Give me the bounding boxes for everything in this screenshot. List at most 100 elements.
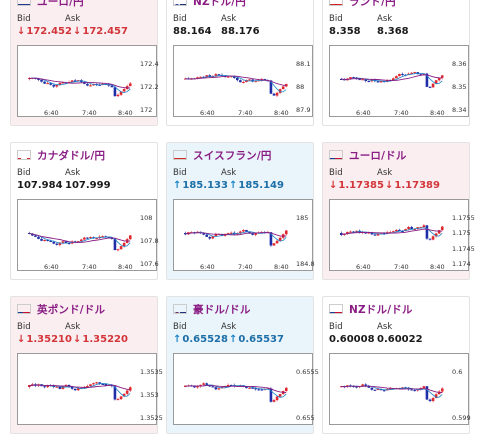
pair-title[interactable]: 豪ドル/ドル	[193, 302, 251, 317]
ask-value: 107.999	[65, 180, 111, 191]
pair-title[interactable]: NZドル/ドル	[349, 302, 413, 317]
rate-chart[interactable]: 8.36 8.35 8.34 6:40 7:40 8:40	[329, 45, 469, 117]
us-flag-icon	[329, 150, 343, 160]
ask-label: Ask	[377, 168, 392, 178]
candlestick-plot	[334, 362, 448, 412]
pair-title[interactable]: ユーロ/円	[37, 0, 84, 9]
bid-value: 107.984	[17, 180, 63, 191]
pair-title[interactable]: 英ポンド/ドル	[37, 302, 105, 317]
y-tick-label: 88.1	[296, 60, 310, 68]
card-header: 豪ドル/ドル	[173, 302, 251, 316]
pair-title[interactable]: NZドル/円	[193, 0, 246, 9]
rate-card[interactable]: 英ポンド/ドル Bid Ask ↓1.35210 ↓1.35220 1.3535…	[10, 296, 158, 434]
x-tick-label: 7:40	[82, 109, 97, 117]
pair-title[interactable]: ランド/円	[349, 0, 396, 9]
arrow-down-icon: ↓	[17, 26, 25, 37]
x-tick-label: 7:40	[82, 263, 97, 271]
candlestick-plot	[178, 54, 292, 104]
x-tick-label: 6:40	[356, 263, 371, 271]
ask-value: ↓1.35220	[73, 334, 128, 345]
bid-label: Bid	[173, 14, 187, 24]
eu-flag-icon	[17, 0, 31, 6]
za-flag-icon	[329, 0, 343, 6]
card-header: ユーロ/ドル	[329, 148, 407, 162]
x-tick-label: 6:40	[200, 263, 215, 271]
card-header: NZドル/ドル	[329, 302, 413, 316]
x-tick-label: 8:40	[274, 109, 289, 117]
ask-label: Ask	[377, 322, 392, 332]
ask-value: 88.176	[221, 26, 260, 37]
y-tick-label: 1.174	[452, 260, 471, 268]
us-flag-icon	[329, 304, 343, 314]
ask-value: ↑0.65537	[229, 334, 284, 345]
x-tick-label: 6:40	[356, 109, 371, 117]
card-header: ユーロ/円	[17, 0, 84, 8]
arrow-up-icon: ↑	[173, 334, 181, 345]
bid-value: ↓1.17385	[329, 180, 384, 191]
bid-label: Bid	[173, 322, 187, 332]
ask-value: ↓1.17389	[385, 180, 440, 191]
x-tick-label: 6:40	[200, 109, 215, 117]
rate-card[interactable]: NZドル/円 Bid Ask 88.164 88.176 88.1 88 87.9 6…	[166, 0, 314, 126]
card-header: スイスフラン/円	[173, 148, 272, 162]
card-header: 英ポンド/ドル	[17, 302, 105, 316]
y-tick-label: 1.175	[452, 229, 471, 237]
ask-value: 0.60022	[377, 334, 423, 345]
pair-title[interactable]: スイスフラン/円	[193, 148, 272, 163]
y-tick-label: 1.353	[140, 391, 159, 399]
ask-label: Ask	[221, 322, 236, 332]
y-tick-label: 172.2	[140, 83, 159, 91]
y-tick-label: 88	[296, 83, 304, 91]
bid-value: 0.60008	[329, 334, 375, 345]
pair-title[interactable]: ユーロ/ドル	[349, 148, 407, 163]
candlestick-plot	[22, 362, 136, 412]
y-tick-label: 0.655	[296, 414, 315, 422]
au-flag-icon	[173, 304, 187, 314]
x-tick-label: 8:40	[430, 109, 445, 117]
y-tick-label: 172	[140, 106, 152, 114]
ask-value: 8.368	[377, 26, 409, 37]
ask-label: Ask	[377, 14, 392, 24]
candlestick-plot	[178, 362, 292, 412]
ch-flag-icon	[173, 150, 187, 160]
bid-value: ↓172.452	[17, 26, 72, 37]
nz-flag-icon	[173, 0, 187, 6]
x-tick-label: 6:40	[44, 109, 59, 117]
y-tick-label: 107.8	[140, 237, 159, 245]
bid-label: Bid	[329, 322, 343, 332]
bid-value: 8.358	[329, 26, 361, 37]
x-tick-label: 7:40	[394, 109, 409, 117]
y-tick-label: 8.34	[452, 106, 466, 114]
x-tick-label: 6:40	[44, 263, 59, 271]
arrow-down-icon: ↓	[73, 334, 81, 345]
us-flag-icon	[17, 304, 31, 314]
y-tick-label: 87.9	[296, 106, 310, 114]
arrow-down-icon: ↓	[329, 180, 337, 191]
ask-label: Ask	[65, 168, 80, 178]
y-tick-label: 107.6	[140, 260, 159, 268]
y-tick-label: 8.36	[452, 60, 466, 68]
y-tick-label: 8.35	[452, 83, 466, 91]
bid-value: 88.164	[173, 26, 212, 37]
y-tick-label: 0.6555	[296, 368, 319, 376]
ask-value: ↑185.149	[229, 180, 284, 191]
pair-title[interactable]: カナダドル/円	[37, 148, 105, 163]
ask-label: Ask	[221, 14, 236, 24]
y-tick-label: 1.1745	[452, 245, 475, 253]
x-tick-label: 8:40	[274, 263, 289, 271]
